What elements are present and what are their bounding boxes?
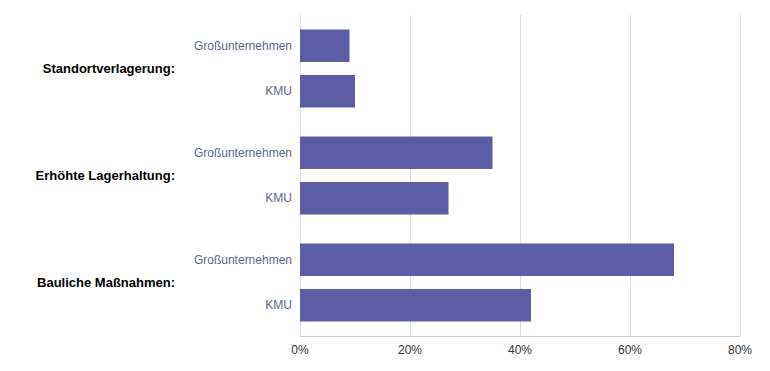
svg-text:KMU: KMU [265,298,292,312]
svg-text:Erhöhte Lagerhaltung:: Erhöhte Lagerhaltung: [36,168,175,183]
svg-text:60%: 60% [618,343,642,357]
svg-text:Großunternehmen: Großunternehmen [194,146,292,160]
svg-text:KMU: KMU [265,191,292,205]
svg-text:Großunternehmen: Großunternehmen [194,253,292,267]
svg-text:KMU: KMU [265,84,292,98]
svg-text:40%: 40% [508,343,532,357]
svg-text:0%: 0% [291,343,309,357]
svg-text:Großunternehmen: Großunternehmen [194,39,292,53]
svg-text:Standortverlagerung:: Standortverlagerung: [43,61,175,76]
svg-text:80%: 80% [728,343,752,357]
svg-text:Bauliche Maßnahmen:: Bauliche Maßnahmen: [37,275,175,290]
svg-text:20%: 20% [398,343,422,357]
